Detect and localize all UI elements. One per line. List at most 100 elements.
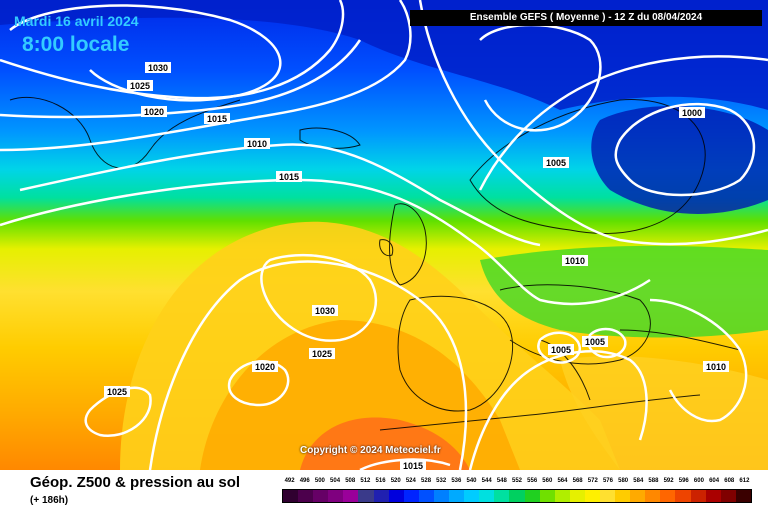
pressure-label: 1020	[255, 362, 275, 372]
scale-label: 572	[587, 478, 598, 484]
ridge-core	[200, 320, 520, 470]
pressure-label: 1005	[546, 158, 566, 168]
isobar-1010	[19, 143, 541, 247]
scale-label: 564	[557, 478, 568, 484]
scale-swatch	[524, 490, 540, 502]
scale-swatch	[433, 490, 450, 502]
forecast-date: Mardi 16 avril 2024	[14, 13, 139, 29]
scale-swatch	[705, 490, 721, 502]
pressure-label: 1025	[130, 81, 150, 91]
scale-label: 548	[496, 478, 507, 484]
scale-swatch	[373, 490, 389, 502]
weather-map: 1030 1025 1020 1015 1010 1015 1005 1000 …	[0, 0, 768, 470]
scale-label: 520	[390, 478, 401, 484]
isobar-1020-north	[0, 39, 362, 119]
pressure-label: 1015	[207, 114, 227, 124]
scale-label: 584	[633, 478, 644, 484]
scale-swatch	[403, 490, 419, 502]
ridge-subtropical	[300, 417, 470, 470]
scale-swatch	[690, 490, 706, 502]
isobar-1010-se	[649, 298, 748, 423]
scale-swatch	[554, 490, 570, 502]
scale-label: 504	[330, 478, 341, 484]
field-title: Géop. Z500 & pression au sol	[30, 474, 241, 491]
scale-label: 540	[466, 478, 477, 484]
scale-label: 560	[542, 478, 553, 484]
scale-swatch	[328, 490, 344, 502]
geopotential-field: 1030 1025 1020 1015 1010 1015 1005 1000 …	[0, 0, 768, 470]
forecast-local-time: 8:00 locale	[22, 33, 130, 56]
scale-swatch	[343, 490, 359, 502]
scale-label: 500	[314, 478, 325, 484]
iberia-coast	[397, 295, 514, 412]
scale-label: 524	[405, 478, 416, 484]
pressure-label: 1025	[107, 387, 127, 397]
scale-swatch	[283, 490, 299, 502]
isobar-1030-north	[9, 4, 282, 102]
scale-label: 556	[527, 478, 538, 484]
isobar-1015-mid	[0, 178, 651, 306]
scale-swatch	[660, 490, 676, 502]
scale-label: 552	[511, 478, 522, 484]
scale-swatch	[464, 490, 480, 502]
uk-coast	[389, 203, 427, 286]
pressure-label: 1005	[551, 345, 571, 355]
pressure-label: 1010	[565, 256, 585, 266]
scale-label: 508	[345, 478, 356, 484]
scale-label: 536	[451, 478, 462, 484]
pressure-labels: 1030 1025 1020 1015 1010 1015 1005 1000 …	[104, 62, 729, 470]
scale-swatch	[388, 490, 404, 502]
scale-swatch	[494, 490, 510, 502]
isobar-1015-north	[0, 0, 412, 152]
pressure-label: 1015	[279, 172, 299, 182]
scale-swatch	[569, 490, 585, 502]
legend-footer: Géop. Z500 & pression au sol (+ 186h) 49…	[0, 470, 768, 512]
pressure-label: 1020	[144, 107, 164, 117]
isobar-1010-east	[418, 0, 768, 246]
color-scale-bar	[282, 489, 752, 503]
pressure-label: 1000	[682, 108, 702, 118]
color-scale-labels: 492 496 500 504 508 512 516 520 524 528 532 536 540 5…	[282, 478, 752, 488]
copyright-notice: Copyright © 2024 Meteociel.fr	[300, 445, 441, 456]
scale-label: 496	[299, 478, 310, 484]
isobar-1005-italy	[537, 331, 581, 364]
isobar-1025-north	[0, 0, 345, 100]
ridge-mediterranean	[560, 356, 768, 470]
scale-swatch	[358, 490, 374, 502]
pressure-label: 1030	[315, 306, 335, 316]
scale-swatch	[298, 490, 314, 502]
isobar-1005-balkans	[587, 327, 627, 359]
scale-label: 532	[436, 478, 447, 484]
scale-swatch	[418, 490, 434, 502]
scale-label: 544	[481, 478, 492, 484]
isobar-1000	[614, 102, 756, 197]
scale-swatch	[615, 490, 631, 502]
scale-swatch	[539, 490, 555, 502]
scale-label: 528	[421, 478, 432, 484]
scale-label: 600	[693, 478, 704, 484]
scale-label: 608	[724, 478, 735, 484]
pressure-label: 1015	[403, 461, 423, 470]
scale-label: 576	[602, 478, 613, 484]
lead-time: (+ 186h)	[30, 495, 69, 506]
scale-swatch	[449, 490, 465, 502]
scale-swatch	[479, 490, 495, 502]
model-run-title: Ensemble GEFS ( Moyenne ) - 12 Z du 08/0…	[410, 10, 762, 26]
scale-label: 588	[648, 478, 659, 484]
scale-swatch	[599, 490, 616, 502]
pressure-label: 1005	[585, 337, 605, 347]
black-sea-coast	[619, 329, 741, 351]
scale-swatch	[720, 490, 736, 502]
isobar-1005	[478, 55, 768, 191]
scale-label: 516	[375, 478, 386, 484]
scale-label: 568	[572, 478, 583, 484]
isobar-1025-high	[148, 260, 468, 470]
ireland-coast	[379, 239, 394, 257]
trough-north	[0, 0, 768, 110]
scale-label: 612	[739, 478, 750, 484]
greenland-coast	[9, 96, 241, 169]
scale-swatch	[509, 490, 525, 502]
scale-swatch	[675, 490, 691, 502]
scale-swatch	[645, 490, 661, 502]
scale-label: 592	[663, 478, 674, 484]
